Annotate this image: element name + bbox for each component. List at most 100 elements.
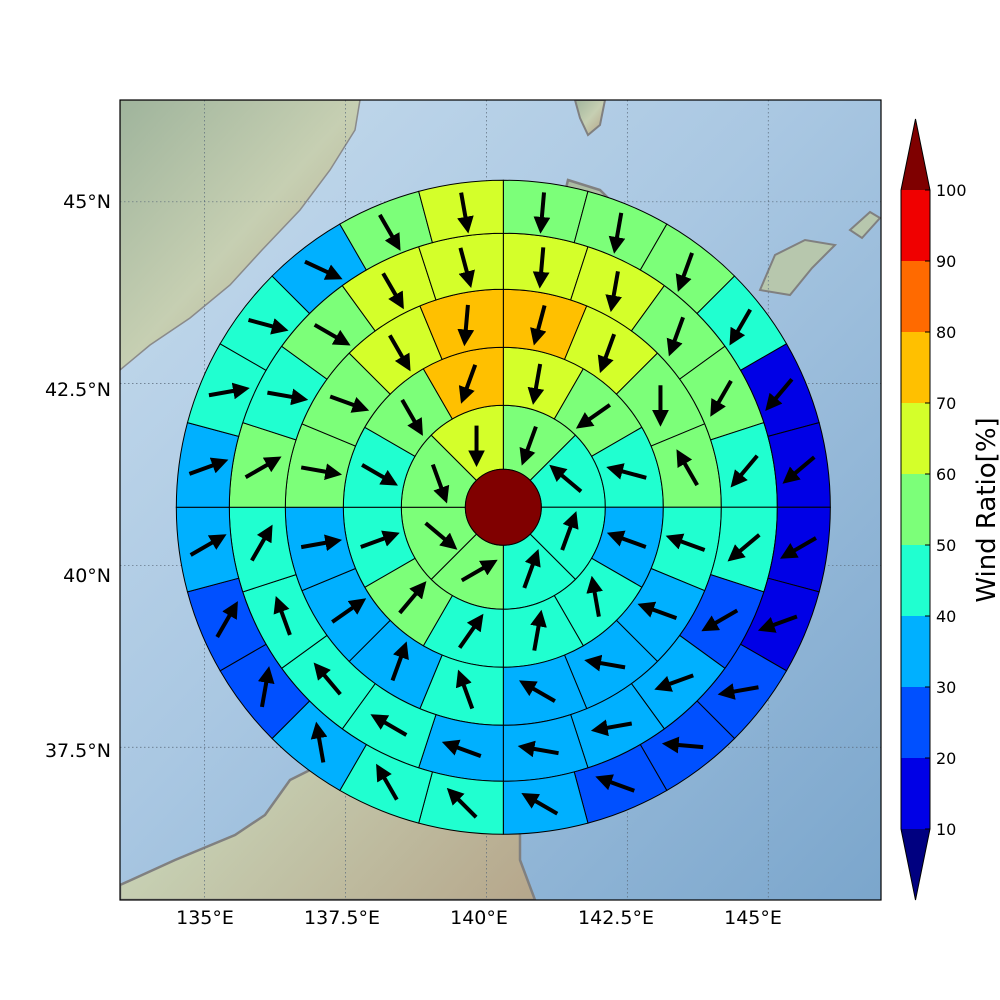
x-tick-label: 135°E xyxy=(176,907,234,929)
wind-arrow xyxy=(446,787,478,819)
colorbar-segment xyxy=(901,616,930,687)
wind-arrow xyxy=(765,377,794,412)
wind-sector xyxy=(175,422,240,508)
wind-arrow xyxy=(605,270,622,313)
wind-arrow xyxy=(300,463,343,481)
wind-arrow xyxy=(370,714,408,737)
wind-arrow xyxy=(458,247,475,288)
wind-arrow xyxy=(400,398,423,436)
wind-arrow xyxy=(360,530,400,549)
colorbar-tick-label: 90 xyxy=(936,252,956,271)
wind-arrow xyxy=(606,463,647,480)
colorbar-label: Wind Ratio[%] xyxy=(972,417,1000,602)
colorbar-tick-label: 30 xyxy=(936,678,956,697)
kuril-islands xyxy=(758,238,838,297)
wind-arrow xyxy=(560,511,579,551)
wind-arrow xyxy=(519,425,538,466)
y-tick-label: 42.5°N xyxy=(45,379,111,401)
y-tick-label: 40°N xyxy=(63,565,111,587)
colorbar-segment xyxy=(901,190,930,261)
wind-arrow xyxy=(304,259,343,280)
map-frame xyxy=(119,99,882,901)
colorbar-tick-label: 60 xyxy=(936,465,956,484)
wind-arrow xyxy=(430,463,450,504)
wind-arrow xyxy=(661,736,704,754)
sakhalin-landmass xyxy=(573,100,607,137)
wind-arrow xyxy=(666,316,685,357)
wind-arrow xyxy=(398,581,427,615)
wind-arrow xyxy=(549,464,583,493)
wind-arrow xyxy=(250,524,273,562)
colorbar-extend-high xyxy=(901,119,930,190)
wind-arrow xyxy=(780,536,817,559)
wind-arrow xyxy=(608,212,626,254)
colorbar-tick-label: 70 xyxy=(936,394,956,413)
wind-arrow xyxy=(654,673,694,692)
x-tick-label: 140°E xyxy=(450,907,508,929)
y-axis: 45°N 42.5°N 40°N 37.5°N xyxy=(45,191,111,762)
wind-arrow xyxy=(189,534,227,557)
wind-arrow xyxy=(597,333,617,374)
wind-arrow xyxy=(247,318,289,335)
wind-arrow xyxy=(441,739,482,758)
wind-arrow xyxy=(517,740,559,758)
colorbar xyxy=(900,118,931,901)
wind-arrow xyxy=(590,719,633,737)
y-tick-label: 37.5°N xyxy=(45,740,111,762)
wind-arrow xyxy=(458,613,484,649)
wind-arrows xyxy=(188,192,817,819)
wind-arrow xyxy=(361,463,398,486)
colorbar-extend-low xyxy=(901,829,930,900)
y-tick-label: 45°N xyxy=(63,191,111,213)
wind-arrow xyxy=(273,595,292,636)
wind-arrow xyxy=(458,364,478,404)
wind-arrow xyxy=(208,382,250,400)
wind-arrow xyxy=(584,654,626,672)
wind-arrow xyxy=(575,403,612,429)
colorbar-tick-label: 80 xyxy=(936,323,956,342)
colorbar-tick-label: 100 xyxy=(936,181,967,200)
wind-arrow xyxy=(676,449,699,487)
colorbar-segment xyxy=(901,474,930,545)
wind-arrow xyxy=(518,680,556,703)
colorbar-segment xyxy=(901,545,930,616)
wind-arrow xyxy=(595,774,635,793)
wind-arrow xyxy=(530,609,547,651)
wind-arrow xyxy=(460,559,498,583)
wind-arrow xyxy=(532,247,550,289)
wind-arrow xyxy=(329,394,370,413)
wind-arrow xyxy=(310,721,328,763)
wind-arrow xyxy=(530,304,547,346)
kuril-islands-east xyxy=(848,210,881,240)
colorbar-segment xyxy=(901,261,930,332)
colorbar-tick-labels: 10 20 30 40 50 60 70 80 90 100 xyxy=(936,181,967,839)
wind-sector xyxy=(418,179,504,244)
wind-arrow xyxy=(701,608,739,632)
wind-sector-plot xyxy=(175,179,831,835)
wind-arrow xyxy=(533,192,551,234)
wind-arrow xyxy=(215,601,238,638)
wind-sector xyxy=(502,771,589,835)
colorbar-tick-label: 10 xyxy=(936,820,956,839)
wind-arrow xyxy=(527,363,545,405)
wind-arrow xyxy=(300,534,343,552)
wind-arrow xyxy=(267,388,309,406)
colorbar-tick-label: 40 xyxy=(936,607,956,626)
colorbar-segment xyxy=(901,758,930,829)
wind-arrow xyxy=(455,669,475,710)
continent-landmass xyxy=(120,100,361,371)
wind-arrow xyxy=(522,548,541,589)
wind-arrow xyxy=(390,641,409,682)
wind-arrow xyxy=(665,533,706,552)
wind-sector xyxy=(175,506,240,593)
wind-arrow xyxy=(521,792,559,816)
wind-arrow xyxy=(730,454,759,488)
wind-arrow xyxy=(424,521,458,550)
center-disk xyxy=(464,468,542,546)
wind-arrow xyxy=(727,533,761,562)
wind-arrow xyxy=(376,763,399,801)
wind-arrow xyxy=(782,455,816,484)
colorbar-segment xyxy=(901,403,930,474)
wind-arrow xyxy=(457,304,475,347)
x-tick-label: 137.5°E xyxy=(304,907,380,929)
